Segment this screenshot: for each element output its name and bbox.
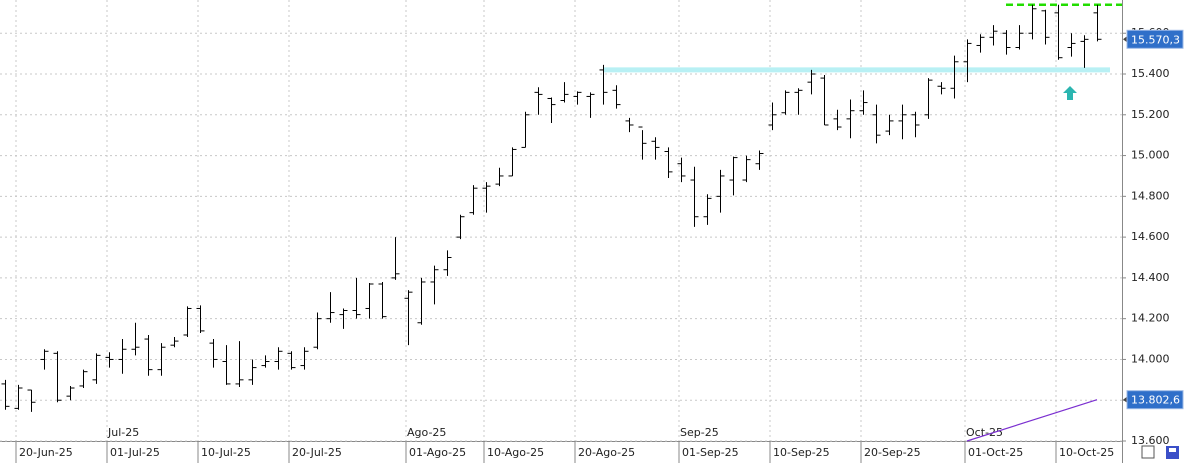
- month-label: Oct-25: [966, 426, 1003, 439]
- x-tick-label: 20-Jul-25: [292, 446, 342, 459]
- y-tick-label: 14.200: [1131, 312, 1170, 325]
- y-tick-label: 14.400: [1131, 271, 1170, 284]
- month-label: Sep-25: [680, 426, 719, 439]
- view-button[interactable]: [1141, 445, 1155, 459]
- indicator-price-box: [1126, 390, 1184, 410]
- x-tick-label: 01-Jul-25: [110, 446, 160, 459]
- y-tick-label: 15.200: [1131, 108, 1170, 121]
- x-tick-label: 01-Oct-25: [968, 446, 1023, 459]
- x-tick-label: 10-Ago-25: [487, 446, 544, 459]
- month-label: Jul-25: [107, 426, 139, 439]
- indicator-price-pointer: [1123, 396, 1127, 403]
- save-icon: [1169, 448, 1176, 452]
- x-tick-label: 20-Jun-25: [19, 446, 73, 459]
- x-tick-label: 20-Sep-25: [864, 446, 921, 459]
- x-tick-label: 10-Jul-25: [201, 446, 251, 459]
- x-tick-label: 20-Ago-25: [578, 446, 635, 459]
- up-arrow: [1063, 86, 1077, 100]
- y-tick-label: 15.400: [1131, 67, 1170, 80]
- y-tick-label: 13.600: [1131, 434, 1170, 447]
- month-label: Ago-25: [407, 426, 446, 439]
- indicator-price-label: 13.802,6: [1131, 394, 1180, 407]
- y-tick-label: 14.800: [1131, 189, 1170, 202]
- indicator-line: [966, 399, 1098, 442]
- x-tick-label: 10-Oct-25: [1059, 446, 1114, 459]
- x-tick-label: 01-Sep-25: [682, 446, 739, 459]
- save-button[interactable]: [1166, 446, 1179, 459]
- last-price-pointer: [1123, 36, 1127, 43]
- y-tick-label: 14.000: [1131, 352, 1170, 365]
- last-price-label: 15.570,3: [1131, 33, 1180, 46]
- y-tick-label: 14.600: [1131, 230, 1170, 243]
- y-tick-label: 15.000: [1131, 149, 1170, 162]
- last-price-box: [1126, 29, 1184, 49]
- x-tick-label: 10-Sep-25: [773, 446, 830, 459]
- x-tick-label: 01-Ago-25: [409, 446, 466, 459]
